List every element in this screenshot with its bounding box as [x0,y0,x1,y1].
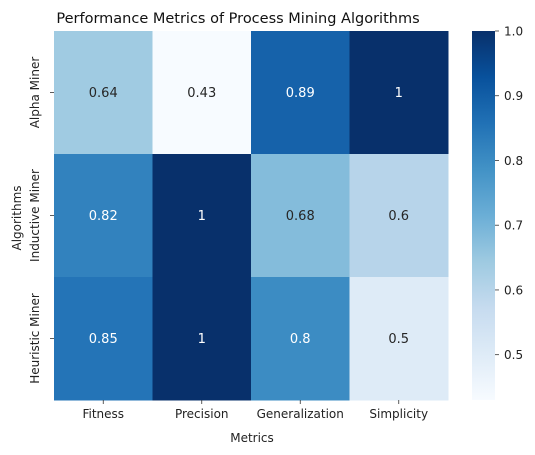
heatmap-cell-1-2 [251,154,350,278]
heatmap-cell-2-0 [54,277,153,401]
chart-title: Performance Metrics of Process Mining Al… [56,11,419,27]
colorbar-tick-label: 1.0 [504,25,523,39]
heatmap-cell-1-1 [152,154,252,278]
colorbar-tick-label: 0.5 [504,348,523,362]
heatmap-cell-0-1 [152,31,252,155]
colorbar-tick-label: 0.7 [504,219,523,233]
cell-value-label-1-1: 1 [198,209,206,224]
heatmap-cell-0-2 [251,31,350,155]
colorbar-tick-label: 0.8 [504,154,523,168]
colorbar: 0.5 0.6 0.7 0.8 0.9 1.0 [472,25,523,400]
cell-value-label-1-2: 0.68 [286,209,315,224]
cell-value-label-1-3: 0.6 [388,209,409,224]
x-tick-label: Precision [175,407,229,421]
cell-value-label-2-2: 0.8 [290,332,311,347]
heatmap-cell-1-3 [349,154,449,278]
colorbar-tick-label: 0.6 [504,283,523,297]
cell-value-label-1-0: 0.82 [89,209,118,224]
x-tick-labels: Fitness Precision Generalization Simplicity [82,400,428,421]
heatmap-cell-2-3 [349,277,449,401]
y-tick-label: Alpha Miner [28,57,42,129]
heatmap-cell-0-0 [54,31,153,155]
cell-value-label-0-1: 0.43 [187,86,216,101]
heatmap-cell-2-2 [251,277,350,401]
colorbar-tick-label: 0.9 [504,89,523,103]
heatmap-cell-1-0 [54,154,153,278]
y-tick-labels: Alpha Miner Inductive Miner Heuristic Mine… [28,57,54,384]
cell-value-label-2-0: 0.85 [89,332,118,347]
heatmap-cell-2-1 [152,277,252,401]
y-tick-label: Heuristic Miner [28,293,42,384]
x-tick-label: Generalization [257,407,344,421]
cell-value-label-2-1: 1 [198,332,206,347]
x-tick-label: Simplicity [369,407,428,421]
cell-value-label-0-0: 0.64 [89,86,118,101]
heatmap-cell-0-3 [349,31,449,155]
cell-value-label-0-3: 1 [395,86,403,101]
x-tick-label: Fitness [82,407,124,421]
y-axis-label: Algorithms [10,185,24,250]
colorbar-gradient [472,31,495,400]
y-tick-label: Inductive Miner [28,169,42,262]
heatmap-cells: 0.64 0.43 0.89 1 0.82 1 0.68 0.6 0.85 1 0.8 0.5 [54,31,449,401]
x-axis-label: Metrics [230,431,274,445]
cell-value-label-0-2: 0.89 [286,86,315,101]
cell-value-label-2-3: 0.5 [388,332,409,347]
